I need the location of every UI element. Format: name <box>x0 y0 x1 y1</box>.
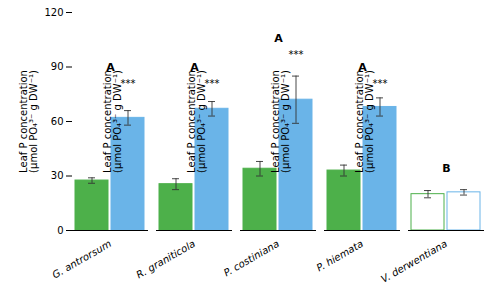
svg-text:Leaf P concentration(μmol PO₄³: Leaf P concentration(μmol PO₄³⁻ g DW⁻¹) <box>270 70 291 173</box>
svg-text:60: 60 <box>51 116 64 127</box>
svg-text:P. costiniana: P. costiniana <box>222 238 281 279</box>
svg-text:Leaf P concentration(μmol PO₄³: Leaf P concentration(μmol PO₄³⁻ g DW⁻¹) <box>354 70 375 173</box>
svg-text:90: 90 <box>51 61 64 72</box>
svg-text:***: *** <box>373 78 388 89</box>
svg-text:***: *** <box>289 49 304 60</box>
svg-text:V. derwentiana: V. derwentiana <box>379 238 449 285</box>
svg-text:***: *** <box>121 78 136 89</box>
svg-text:30: 30 <box>51 170 64 181</box>
svg-text:Leaf P concentration(μmol PO₄³: Leaf P concentration(μmol PO₄³⁻ g DW⁻¹) <box>102 70 123 173</box>
svg-text:A: A <box>106 60 115 74</box>
svg-text:0: 0 <box>57 225 63 236</box>
svg-text:120: 120 <box>44 7 63 18</box>
svg-text:***: *** <box>205 78 220 89</box>
svg-text:P. hiemata: P. hiemata <box>314 238 365 274</box>
svg-text:R. graniticola: R. graniticola <box>134 238 197 281</box>
svg-text:A: A <box>358 60 367 74</box>
svg-text:Leaf P concentration(μmol PO₄³: Leaf P concentration(μmol PO₄³⁻ g DW⁻¹) <box>186 70 207 173</box>
svg-text:A: A <box>190 60 199 74</box>
svg-text:A: A <box>274 32 283 45</box>
svg-text:B: B <box>442 162 450 175</box>
svg-text:G. antrorsum: G. antrorsum <box>50 238 113 281</box>
svg-text:Leaf P concentration(μmol PO₄³: Leaf P concentration(μmol PO₄³⁻ g DW⁻¹) <box>18 70 39 173</box>
